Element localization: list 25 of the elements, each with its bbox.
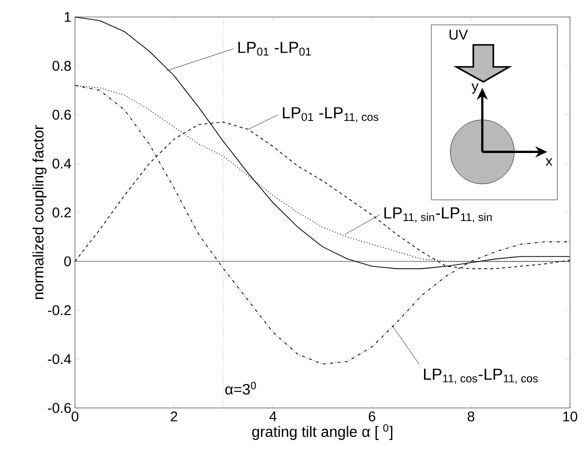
x-axis-title: grating tilt angle α [ $^{0}$] [252, 424, 392, 440]
annotation: LP$_{11, sin}$-LP$_{11, sin}$ [384, 207, 492, 222]
annotation: LP$_{01}$ -LP$_{11, cos}$ [282, 107, 378, 122]
y-tick-label: 0.8 [52, 60, 71, 71]
y-tick-label: 0.4 [52, 158, 72, 169]
x-tick-label: 6 [368, 412, 376, 422]
annotation: LP$_{01}$ -LP$_{01}$ [238, 42, 311, 56]
x-tick-label: 0 [72, 412, 78, 422]
y-tick-label: 0.6 [52, 110, 71, 120]
ref-line-label: α=3$^{0}$ [225, 382, 256, 395]
x-tick-label: 8 [468, 412, 474, 422]
y-tick-label: -0.6 [48, 403, 71, 413]
annotation: UV [450, 30, 468, 40]
y-axis-title: normalized coupling factor [32, 125, 46, 300]
annotation: LP$_{11, cos}$-LP$_{11, cos}$ [424, 368, 538, 384]
y-tick-label: 0.2 [52, 208, 71, 218]
y-tick-label: -0.4 [48, 354, 72, 364]
x-tick-label: 4 [269, 412, 276, 422]
x-tick-label: 2 [170, 412, 178, 422]
annotation: x [546, 158, 552, 166]
annotation: y [472, 83, 478, 94]
y-tick-label: 1 [64, 12, 71, 22]
x-tick-label: 10 [563, 412, 578, 422]
y-tick-label: 0 [64, 256, 71, 266]
y-tick-label: -0.2 [48, 305, 71, 316]
